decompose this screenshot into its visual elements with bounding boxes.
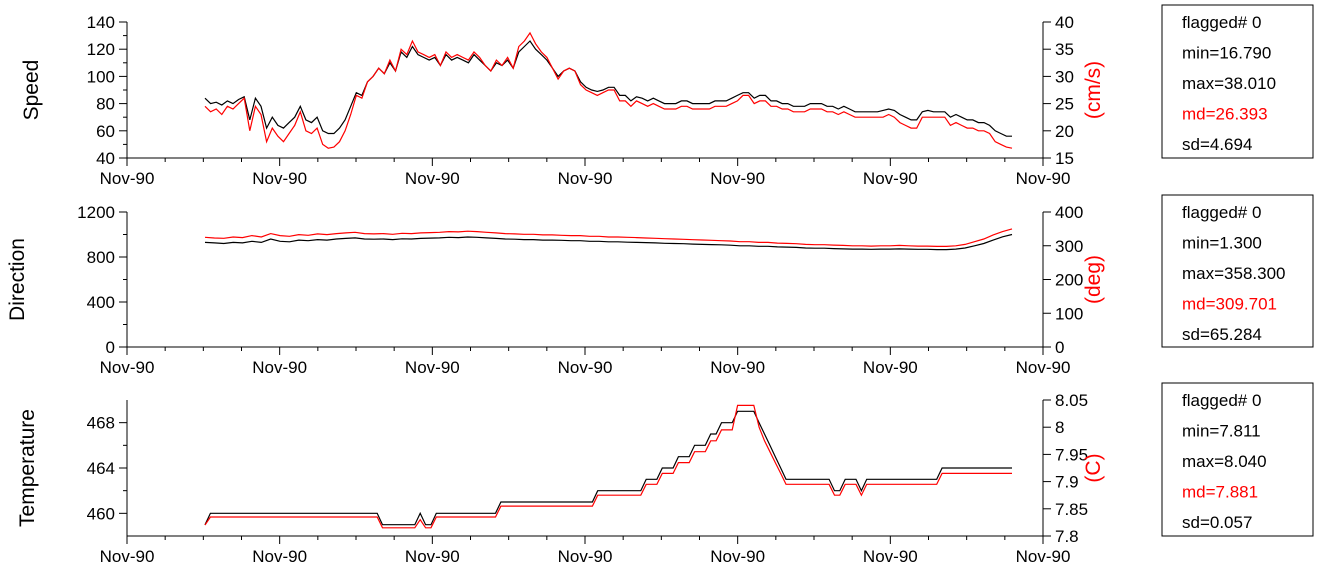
right-y-tick-label: 300 xyxy=(1055,237,1083,256)
left-y-tick-label: 1200 xyxy=(77,203,115,222)
right-y-tick-label: 400 xyxy=(1055,203,1083,222)
black-series-line xyxy=(204,410,1012,526)
red-series-line xyxy=(204,404,1012,529)
x-tick-label: Nov-90 xyxy=(710,169,765,188)
left-y-tick-label: 460 xyxy=(87,504,115,523)
x-tick-label: Nov-90 xyxy=(405,358,460,377)
x-tick-label: Nov-90 xyxy=(1016,358,1071,377)
right-y-tick-label: 20 xyxy=(1055,122,1074,141)
left-y-tick-label: 400 xyxy=(87,293,115,312)
left-y-tick-label: 80 xyxy=(96,95,115,114)
x-tick-label: Nov-90 xyxy=(100,169,155,188)
left-y-tick-label: 120 xyxy=(87,40,115,59)
stats-flagged: flagged# 0 xyxy=(1182,13,1261,32)
x-tick-label: Nov-90 xyxy=(558,547,613,566)
stats-md: md=309.701 xyxy=(1182,295,1277,314)
x-tick-label: Nov-90 xyxy=(252,169,307,188)
stats-box xyxy=(1161,4,1314,159)
x-tick-label: Nov-90 xyxy=(252,547,307,566)
x-tick-label: Nov-90 xyxy=(710,547,765,566)
panel-3: 460 464 468 7.8 7.85 7.9 7.95 8 8.05 Nov-90 Nov-90… xyxy=(16,382,1314,566)
stats-sd: sd=0.057 xyxy=(1182,513,1252,532)
right-y-tick-label: 8 xyxy=(1055,418,1064,437)
left-y-tick-label: 464 xyxy=(87,459,115,478)
left-y-tick-label: 0 xyxy=(106,338,115,357)
x-tick-label: Nov-90 xyxy=(1016,169,1071,188)
right-y-axis-label: (deg) xyxy=(1082,255,1105,304)
right-y-tick-label: 35 xyxy=(1055,40,1074,59)
right-y-tick-label: 40 xyxy=(1055,13,1074,32)
red-series-line xyxy=(204,228,1013,247)
stats-box xyxy=(1161,194,1314,348)
stats-max: max=8.040 xyxy=(1182,452,1267,471)
right-y-tick-label: 200 xyxy=(1055,271,1083,290)
stats-sd: sd=4.694 xyxy=(1182,135,1252,154)
right-y-tick-label: 30 xyxy=(1055,67,1074,86)
right-y-tick-label: 7.9 xyxy=(1055,473,1079,492)
stats-md: md=7.881 xyxy=(1182,483,1258,502)
stats-min: min=1.300 xyxy=(1182,234,1262,253)
left-y-tick-label: 468 xyxy=(87,414,115,433)
x-tick-label: Nov-90 xyxy=(405,169,460,188)
panel-2: 0 400 800 1200 0 100 200 300 400 Nov-90 Nov-90 Nov-… xyxy=(6,194,1314,377)
x-tick-label: Nov-90 xyxy=(100,547,155,566)
left-y-tick-label: 40 xyxy=(96,149,115,168)
right-y-tick-label: 7.8 xyxy=(1055,527,1079,546)
left-y-axis-label: Direction xyxy=(6,238,29,321)
stats-box xyxy=(1161,382,1314,537)
left-y-axis-label: Speed xyxy=(20,60,43,121)
x-tick-label: Nov-90 xyxy=(710,358,765,377)
x-tick-label: Nov-90 xyxy=(558,169,613,188)
left-y-axis-label: Temperature xyxy=(16,409,39,527)
right-y-tick-label: 15 xyxy=(1055,149,1074,168)
x-tick-label: Nov-90 xyxy=(863,547,918,566)
right-y-tick-label: 7.85 xyxy=(1055,500,1088,519)
x-tick-label: Nov-90 xyxy=(252,358,307,377)
x-tick-label: Nov-90 xyxy=(1016,547,1071,566)
stats-sd: sd=65.284 xyxy=(1182,325,1262,344)
x-tick-label: Nov-90 xyxy=(863,358,918,377)
stats-flagged: flagged# 0 xyxy=(1182,391,1261,410)
x-tick-label: Nov-90 xyxy=(405,547,460,566)
left-y-tick-label: 100 xyxy=(87,67,115,86)
right-y-axis-label: (cm/s) xyxy=(1082,61,1105,119)
x-tick-label: Nov-90 xyxy=(863,169,918,188)
red-series-line xyxy=(204,31,1013,149)
stats-flagged: flagged# 0 xyxy=(1182,203,1261,222)
x-tick-label: Nov-90 xyxy=(100,358,155,377)
black-series-line xyxy=(204,233,1013,251)
x-tick-label: Nov-90 xyxy=(558,358,613,377)
right-y-tick-label: 0 xyxy=(1055,338,1064,357)
left-y-tick-label: 60 xyxy=(96,122,115,141)
right-y-tick-label: 100 xyxy=(1055,304,1083,323)
stats-min: min=16.790 xyxy=(1182,44,1271,63)
right-y-axis-label: (C) xyxy=(1082,453,1105,482)
left-y-tick-label: 800 xyxy=(87,248,115,267)
right-y-tick-label: 7.95 xyxy=(1055,445,1088,464)
stats-min: min=7.811 xyxy=(1182,422,1261,441)
right-y-tick-label: 25 xyxy=(1055,95,1074,114)
left-y-tick-label: 140 xyxy=(87,13,115,32)
stats-max: max=38.010 xyxy=(1182,74,1276,93)
stats-max: max=358.300 xyxy=(1182,264,1286,283)
black-series-line xyxy=(204,40,1012,137)
right-y-tick-label: 8.05 xyxy=(1055,391,1088,410)
stats-md: md=26.393 xyxy=(1182,105,1268,124)
